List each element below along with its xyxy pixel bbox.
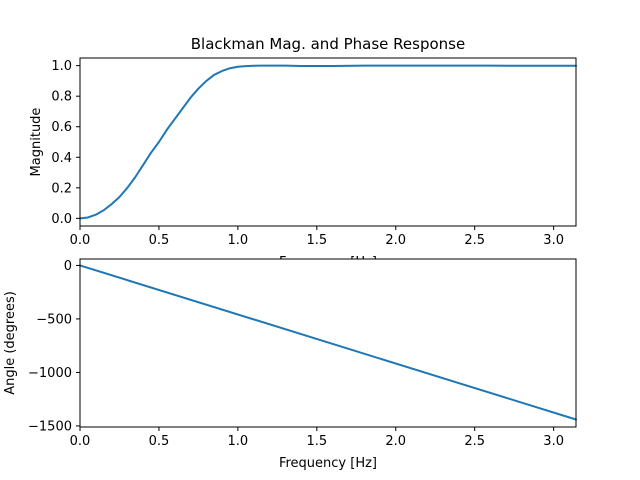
phase-x-axis-label: Frequency [Hz] — [279, 456, 377, 471]
phase-x-ticks: 0.0 0.5 1.0 1.5 2.0 2.5 3.0 — [70, 427, 564, 449]
magnitude-series-line-0 — [79, 64, 577, 220]
magnitude-x-tick-label: 0.5 — [149, 233, 170, 248]
phase-x-tick-label: 0.5 — [149, 434, 170, 449]
magnitude-x-tick-label: 0.0 — [70, 233, 91, 248]
magnitude-axes-frame — [79, 57, 577, 227]
phase-y-tick-label: −500 — [36, 312, 72, 327]
phase-y-ticks: 0 −500 −1000 −1500 — [28, 259, 80, 434]
magnitude-series — [79, 64, 577, 220]
magnitude-x-tick-label: 3.0 — [543, 233, 564, 248]
magnitude-x-tick-label: 2.0 — [385, 233, 406, 248]
magnitude-y-tick-label: 0.0 — [51, 212, 72, 227]
magnitude-y-ticks: 0.0 0.2 0.4 0.6 0.8 1.0 — [51, 59, 80, 227]
magnitude-x-tick-label: 2.5 — [464, 233, 485, 248]
phase-axes-frame — [79, 258, 577, 428]
magnitude-x-ticks: 0.0 0.5 1.0 1.5 2.0 2.5 3.0 — [70, 226, 564, 248]
magnitude-y-tick-label: 0.4 — [51, 151, 72, 166]
phase-x-tick-label: 2.5 — [464, 434, 485, 449]
phase-y-tick-label: 0 — [64, 259, 72, 274]
magnitude-y-tick-label: 0.2 — [51, 181, 72, 196]
phase-x-tick-label: 2.0 — [385, 434, 406, 449]
magnitude-y-axis-label: Magnitude — [29, 108, 44, 177]
magnitude-y-tick-label: 0.6 — [51, 120, 72, 135]
chart-title: Blackman Mag. and Phase Response — [191, 35, 465, 53]
phase-series — [79, 264, 577, 421]
phase-x-tick-label: 0.0 — [70, 434, 91, 449]
magnitude-y-tick-label: 1.0 — [51, 59, 72, 74]
phase-y-tick-label: −1500 — [28, 419, 72, 434]
phase-series-line-0 — [79, 264, 577, 421]
phase-x-tick-label: 3.0 — [543, 434, 564, 449]
phase-y-tick-label: −1000 — [28, 366, 72, 381]
magnitude-x-tick-label: 1.5 — [306, 233, 327, 248]
phase-x-tick-label: 1.5 — [306, 434, 327, 449]
magnitude-y-tick-label: 0.8 — [51, 90, 72, 105]
phase-y-axis-label: Angle (degrees) — [3, 291, 18, 395]
phase-x-tick-label: 1.0 — [228, 434, 249, 449]
phase-panel: 0.0 0.5 1.0 1.5 2.0 2.5 3.0 0 −500 −1000 −1500 Fr… — [3, 258, 577, 471]
magnitude-x-tick-label: 1.0 — [228, 233, 249, 248]
